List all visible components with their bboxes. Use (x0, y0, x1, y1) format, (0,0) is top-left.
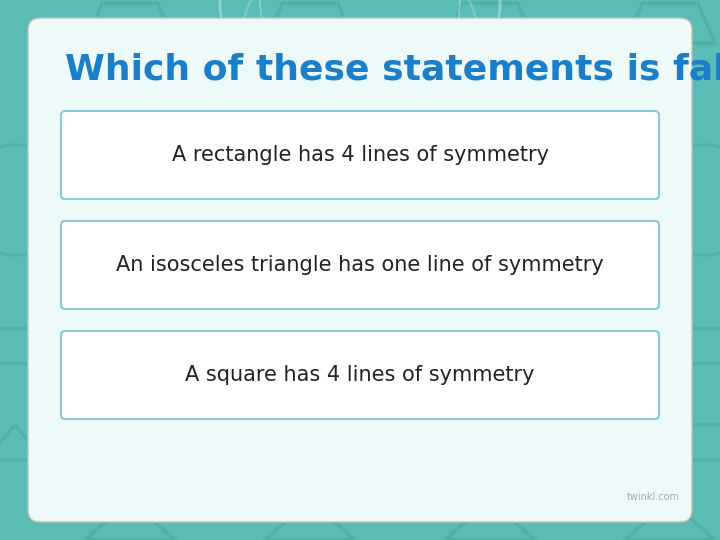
Text: A square has 4 lines of symmetry: A square has 4 lines of symmetry (185, 365, 535, 385)
FancyBboxPatch shape (28, 18, 692, 522)
Text: A rectangle has 4 lines of symmetry: A rectangle has 4 lines of symmetry (171, 145, 549, 165)
FancyBboxPatch shape (61, 111, 659, 199)
Text: Which of these statements is false?: Which of these statements is false? (65, 53, 720, 87)
Bar (0, 327, 42, 362)
Text: An isosceles triangle has one line of symmetry: An isosceles triangle has one line of sy… (116, 255, 604, 275)
Text: twinkl.com: twinkl.com (627, 492, 680, 502)
Bar (678, 327, 720, 362)
FancyBboxPatch shape (61, 331, 659, 419)
FancyBboxPatch shape (61, 221, 659, 309)
